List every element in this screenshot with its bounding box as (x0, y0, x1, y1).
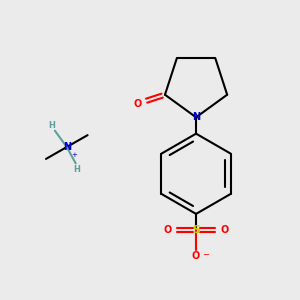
Text: O: O (134, 99, 142, 109)
Text: N: N (192, 112, 200, 122)
Text: −: − (202, 250, 210, 260)
Text: O: O (163, 225, 171, 235)
Text: O: O (221, 225, 229, 235)
Text: H: H (49, 121, 56, 130)
Text: S: S (192, 225, 200, 235)
Text: O: O (192, 251, 200, 261)
Text: +: + (71, 152, 77, 158)
Text: N: N (63, 142, 71, 152)
Text: H: H (74, 165, 81, 174)
